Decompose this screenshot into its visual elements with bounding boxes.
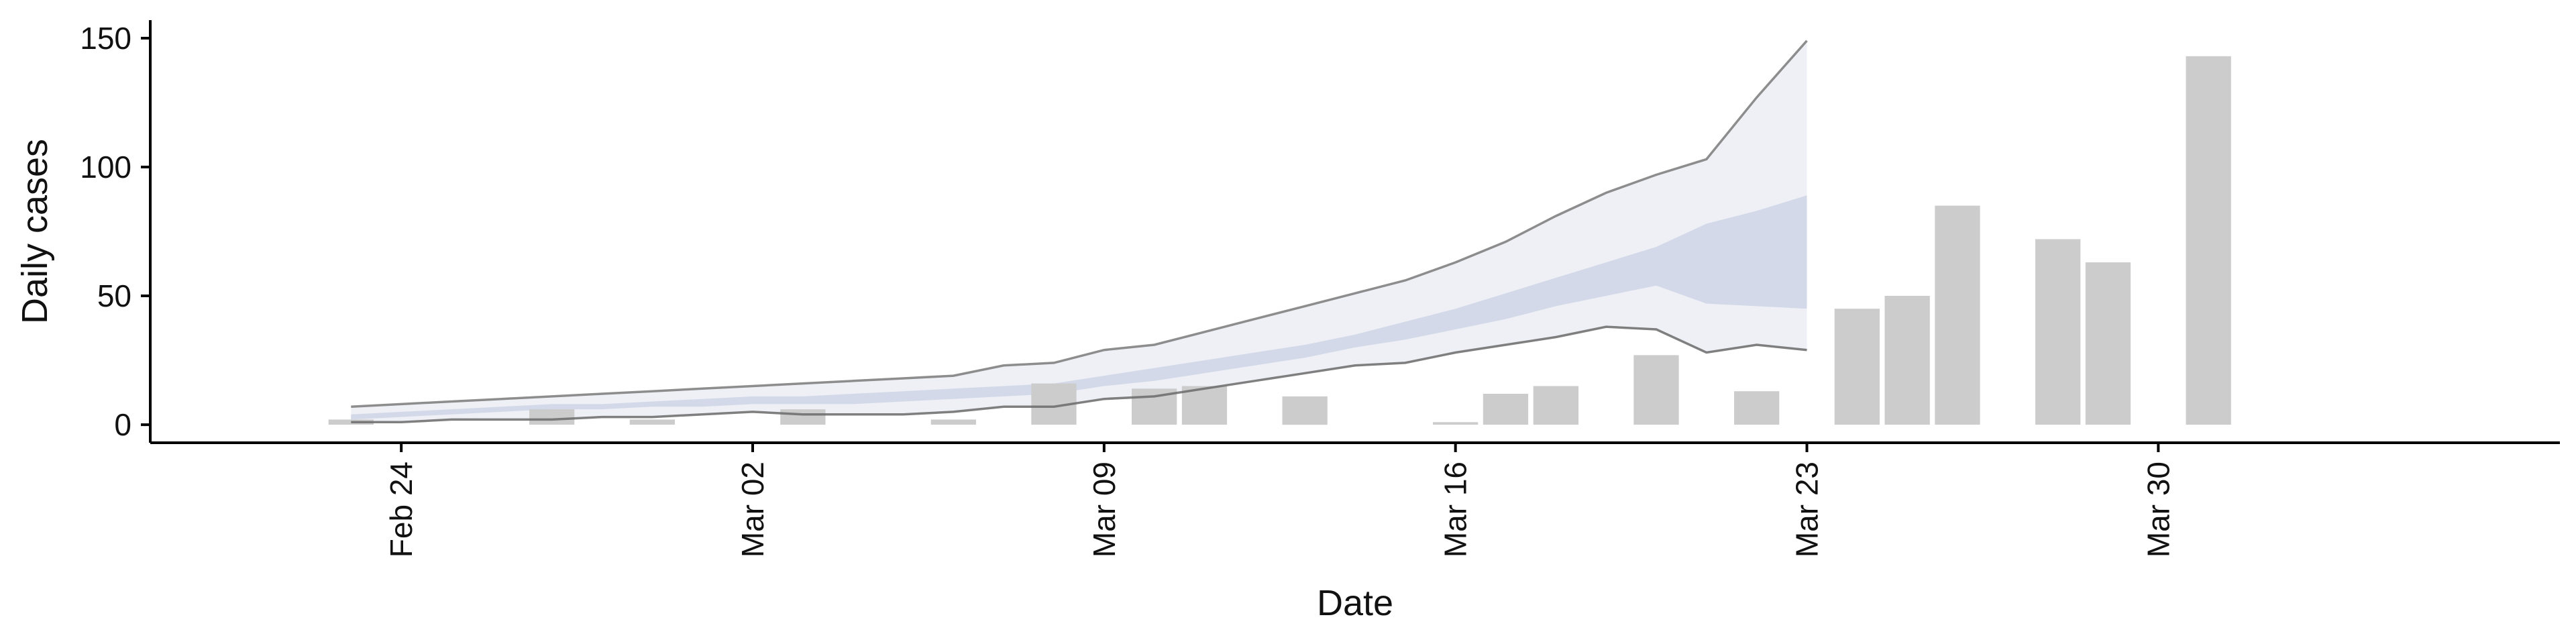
y-tick-label: 50 [97,278,131,313]
x-tick-label: Mar 09 [1087,462,1122,557]
observed-bars [328,56,2231,425]
bar-day-25 [1633,355,1679,425]
x-axis-title: Date [1317,583,1393,623]
y-tick-label: 0 [114,407,131,442]
y-axis-title: Daily cases [15,139,55,324]
upper-bound-line [351,40,1808,408]
bar-day-11 [930,419,976,425]
lower-bound-line [351,325,1807,424]
bar-day-3 [529,409,575,425]
bar-day-34 [2085,262,2131,425]
x-tick-label: Mar 16 [1438,462,1473,557]
x-tick-label: Mar 02 [735,462,770,557]
x-tick-label: Mar 23 [1790,462,1825,557]
bar-day-18 [1282,396,1328,425]
x-tick-label: Mar 30 [2141,462,2176,557]
bar-day-5 [629,419,675,425]
bar-day-23 [1533,386,1578,425]
outer-credible-band [351,40,1807,423]
y-ticks: 0 50 100 150 [80,21,150,442]
y-tick-label: 100 [80,150,131,184]
bar-day-22 [1483,394,1529,425]
bar-day-16 [1181,386,1228,425]
x-tick-label: Feb 24 [384,462,419,557]
bar-day-27 [1734,391,1780,425]
bar-day-8 [780,409,826,425]
bar-day-30 [1884,296,1930,425]
forecast-bound-lines [351,40,1808,424]
inner-credible-band [351,195,1807,420]
bar-day-31 [1935,205,1980,425]
y-tick-label: 150 [80,21,131,56]
bar-day-36 [2186,56,2231,425]
x-ticks: Feb 24 Mar 02 Mar 09 Mar 16 Mar 23 Mar 30 [384,443,2176,557]
bar-day-21 [1433,422,1479,425]
bar-day-29 [1834,309,1880,425]
forecast-bands [351,40,1807,423]
bar-day-33 [2035,239,2081,425]
